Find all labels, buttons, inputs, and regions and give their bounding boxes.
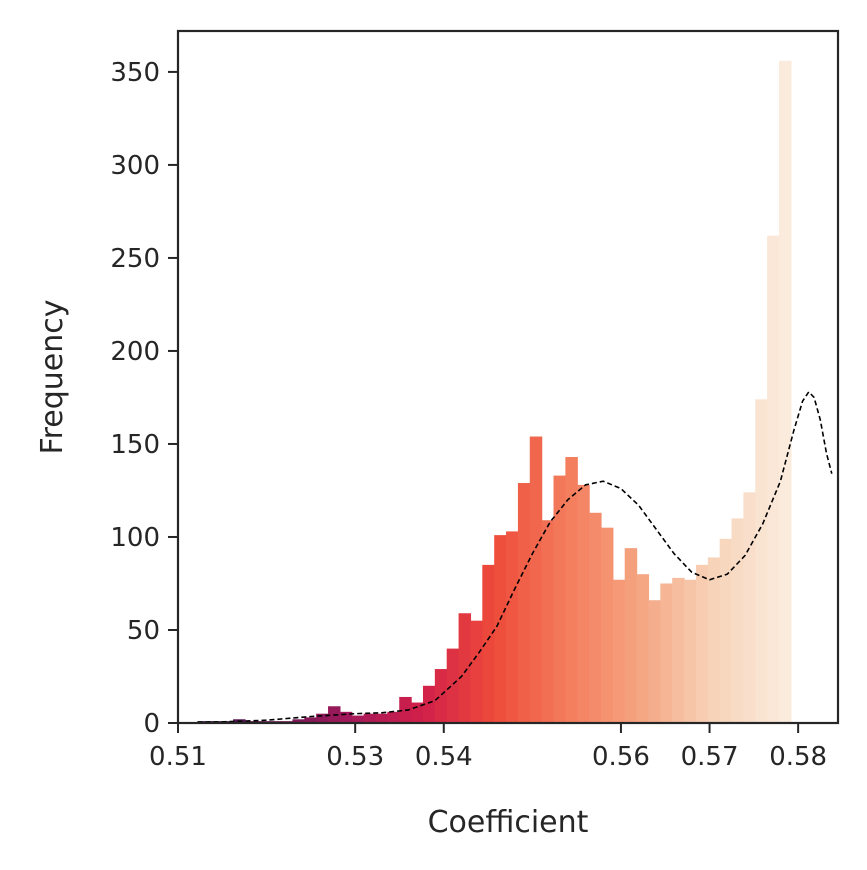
histogram-bar — [517, 483, 531, 723]
histogram-bar — [636, 574, 650, 723]
histogram-bar — [719, 538, 733, 723]
x-tick-label: 0.54 — [415, 742, 473, 772]
histogram-bar — [612, 579, 626, 723]
histogram-bar — [434, 669, 448, 723]
histogram-bar — [565, 456, 578, 723]
x-tick-label: 0.58 — [769, 742, 827, 772]
histogram-bar — [624, 548, 638, 723]
x-axis-ticks: 0.51 0.53 0.54 0.56 0.57 0.58 — [149, 723, 827, 772]
y-tick-label: 150 — [110, 430, 160, 460]
histogram-bar — [458, 613, 472, 723]
y-tick-label: 300 — [110, 151, 160, 181]
x-tick-label: 0.53 — [326, 742, 384, 772]
histogram-bar — [577, 484, 590, 723]
histogram-bar — [470, 620, 483, 723]
y-tick-label: 250 — [110, 244, 160, 274]
x-tick-label: 0.51 — [149, 742, 207, 772]
histogram-bar — [755, 399, 768, 723]
y-tick-label: 0 — [143, 709, 160, 739]
y-tick-label: 50 — [127, 616, 160, 646]
histogram-bar — [363, 713, 377, 723]
plot-frame — [176, 29, 840, 725]
histogram-bar — [684, 579, 697, 723]
histogram-bar — [553, 475, 566, 723]
histogram-bar — [648, 600, 661, 723]
histogram-bar — [292, 719, 305, 723]
histogram-bar — [589, 512, 602, 723]
density-curve-layer — [197, 390, 833, 723]
y-axis-ticks: 0 50 100 150 200 250 300 350 — [110, 58, 178, 739]
histogram-bar — [506, 531, 519, 723]
histogram-bar — [672, 577, 685, 723]
histogram-bar — [695, 564, 709, 723]
x-tick-label: 0.57 — [681, 742, 739, 772]
x-axis-title: Coefficient — [428, 805, 589, 840]
y-tick-label: 350 — [110, 58, 160, 88]
histogram-bar — [767, 235, 780, 723]
density-curve — [197, 390, 833, 723]
histogram-bar — [743, 492, 756, 723]
histogram-bar — [482, 564, 495, 723]
histogram-bar — [660, 583, 673, 723]
histogram-bar — [446, 648, 460, 723]
histogram-bar — [779, 60, 792, 724]
histogram-bar — [387, 711, 400, 723]
histogram-bar — [707, 557, 721, 723]
histogram-bar — [316, 713, 329, 723]
y-axis-title: Frequency — [35, 300, 70, 455]
histogram-bar — [375, 713, 388, 723]
histogram-bars — [197, 60, 792, 724]
histogram-bar — [541, 520, 555, 723]
histogram-bar — [351, 715, 365, 723]
histogram-bar — [304, 717, 317, 723]
histogram-bar — [600, 527, 614, 723]
histogram-bar — [529, 436, 543, 723]
histogram-bar — [422, 685, 436, 723]
x-tick-label: 0.56 — [592, 742, 650, 772]
histogram-bar — [494, 535, 507, 723]
y-tick-label: 200 — [110, 337, 160, 367]
histogram-bar — [339, 711, 353, 723]
y-tick-label: 100 — [110, 523, 160, 553]
histogram-bar — [731, 518, 744, 723]
